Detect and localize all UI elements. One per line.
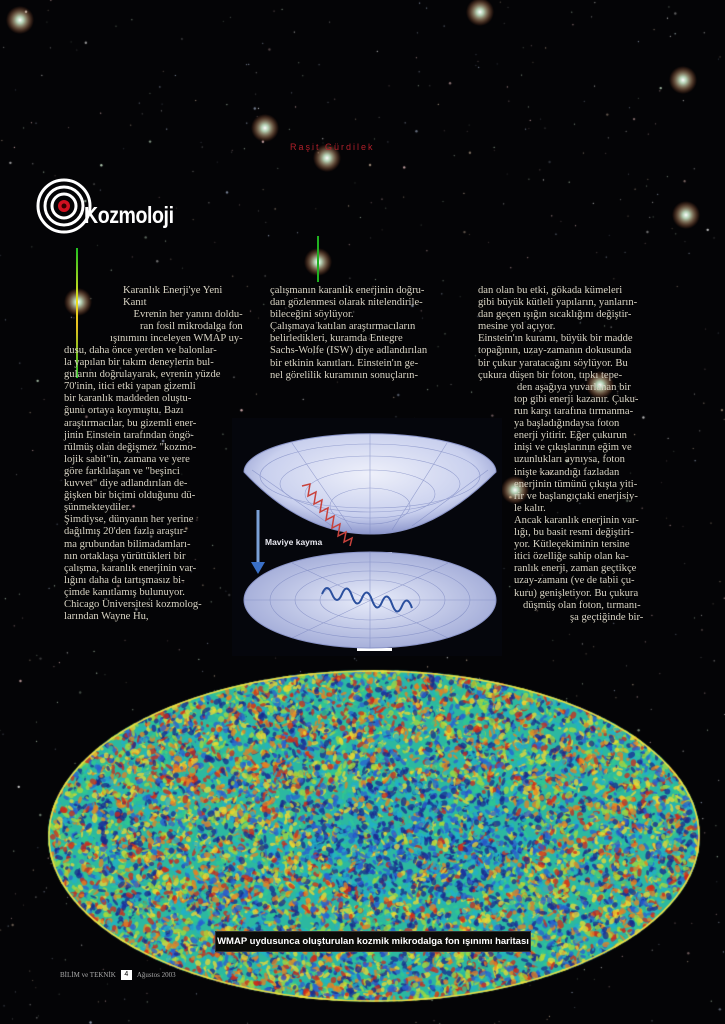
- map-caption: WMAP uydusunca oluşturulan kozmik mikrod…: [215, 931, 531, 952]
- article-intro: Evrenin her yanını doldu- ran fosil mikr…: [110, 309, 243, 345]
- article-column-3-line: şa geçtiğinde bir-: [570, 612, 644, 623]
- blueshift-label: Maviye kayma: [265, 537, 322, 547]
- blueshift-wave: [321, 587, 413, 613]
- article-column-3-line: den aşağıya yuvarlanan bir: [517, 382, 631, 393]
- lower-surface: [243, 551, 497, 651]
- article-column-3-line: düşmüş olan foton, tırmanı-: [523, 600, 641, 611]
- author-name: Raşit Gürdilek: [290, 142, 375, 152]
- decorative-line: [76, 248, 78, 378]
- issue-date: Ağustos 2003: [136, 971, 176, 979]
- upper-well: [243, 433, 497, 547]
- section-title: Kozmoloji: [84, 202, 174, 228]
- decorative-line: [317, 236, 319, 282]
- magazine-name: BİLİM ve TEKNİK: [60, 971, 116, 979]
- spacetime-wells-diagram: Maviye kayma: [243, 433, 497, 651]
- section-header: Kozmoloji: [36, 178, 236, 238]
- redshift-wave: [301, 482, 354, 547]
- article-subheading: Karanlık Enerji'ye Yeni Kanıt: [123, 285, 223, 309]
- page-footer: BİLİM ve TEKNİK 4 Ağustos 2003: [60, 970, 176, 980]
- article-column-3-middle: top gibi enerji kazanır. Çuku- run karşı…: [514, 394, 639, 599]
- target-icon: [36, 178, 92, 234]
- page-number: 4: [120, 970, 132, 980]
- article-column-2: çalışmanın karanlık enerjinin doğru- dan…: [270, 285, 428, 381]
- article-column-3-top: dan olan bu etki, gökada kümeleri gibi b…: [478, 285, 638, 381]
- cmb-sky-map: [44, 666, 704, 1006]
- article-column-1: dusu, daha önce yerden ve balonlar- la y…: [64, 345, 221, 623]
- blueshift-arrow: [251, 510, 265, 574]
- isw-effect-illustration: Maviye kayma: [232, 418, 502, 656]
